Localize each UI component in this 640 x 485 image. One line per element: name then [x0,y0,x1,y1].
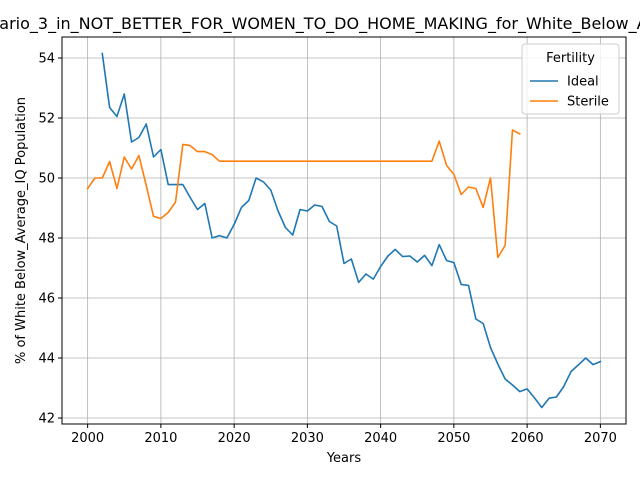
y-tick-label: 44 [38,352,55,367]
series-lines [86,52,602,409]
y-tick-label: 42 [38,412,55,427]
legend-entries: Ideal Sterile [530,75,609,110]
legend-entry-label: Sterile [567,95,609,110]
plot-frame [61,36,627,425]
axes [58,36,627,428]
legend: Fertility Ideal Sterile [521,43,620,115]
x-tick-label: 2060 [511,431,544,446]
x-tick-label: 2020 [218,431,251,446]
y-tick-label: 52 [38,112,55,127]
legend-entry-label: Ideal [567,75,599,90]
y-tick-label: 48 [38,232,55,247]
x-tick-label: 2030 [291,431,324,446]
x-tick-label: 2000 [71,431,104,446]
x-tick-label: 2010 [144,431,177,446]
y-tick-label: 50 [38,172,55,187]
y-tick-label: 46 [38,292,55,307]
x-tick-label: 2050 [437,431,470,446]
legend-title: Fertility [546,51,595,66]
series-line-sterile [86,129,521,259]
x-tick-label: 2070 [584,431,617,446]
y-axis-label: % of White Below_Average_IQ Population [14,97,29,364]
legend-box [521,43,620,115]
chart-title: Scenario_3_in_NOT_BETTER_FOR_WOMEN_TO_DO… [0,14,640,34]
x-axis-label: Years [326,451,362,466]
x-tick-label: 2040 [364,431,397,446]
series-line-ideal [101,52,602,409]
y-tick-label: 54 [38,52,55,67]
tick-labels: 2000 2010 2020 2030 2040 2050 2060 2070 42 44 46 48… [38,52,616,447]
